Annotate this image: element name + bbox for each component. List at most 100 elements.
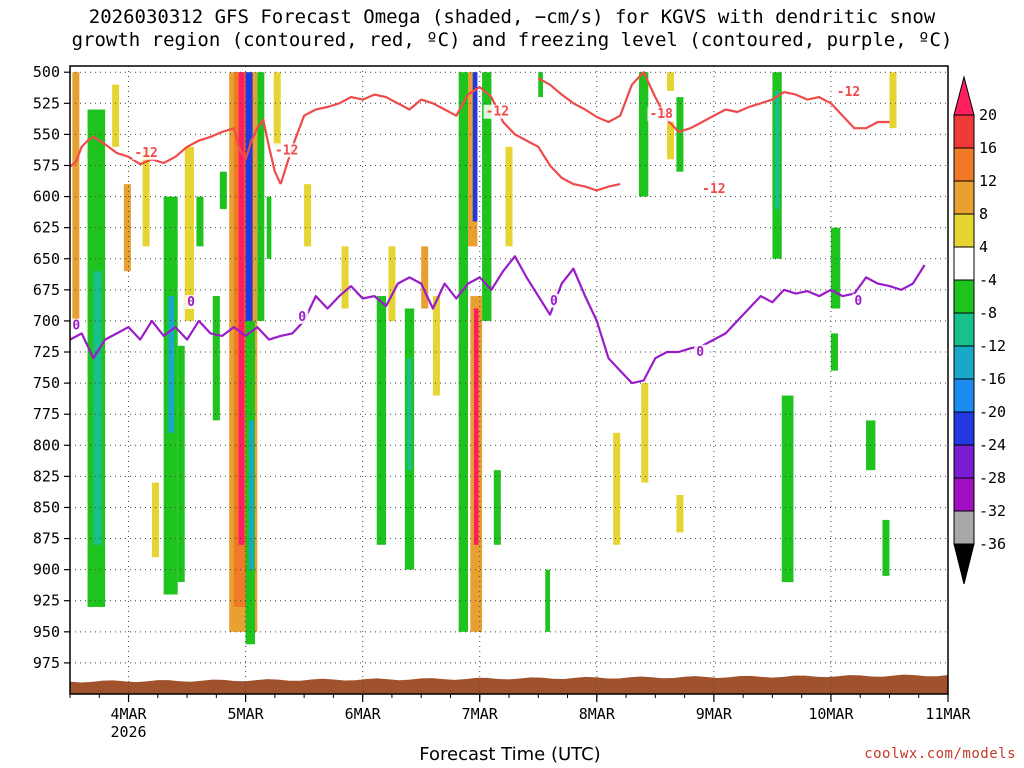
omega-cell (458, 72, 469, 632)
contour-line (537, 71, 890, 133)
colorbar-swatch (953, 147, 975, 182)
colorbar-label: -36 (979, 535, 1006, 553)
contour-label: 0 (187, 295, 195, 310)
colorbar-swatch (953, 444, 975, 479)
omega-cell (238, 72, 245, 545)
colorbar-swatch (953, 246, 975, 281)
x-tick-label: 11MAR (925, 705, 971, 723)
colorbar-swatch (953, 477, 975, 512)
colorbar-label: -32 (979, 502, 1006, 520)
x-axis-label: Forecast Time (UTC) (419, 744, 601, 765)
x-tick-label: 9MAR (696, 705, 733, 723)
omega-cell (781, 395, 794, 583)
colorbar-label: 8 (979, 205, 988, 223)
omega-cell (545, 569, 550, 632)
colorbar-label: -24 (979, 436, 1006, 454)
omega-cell (177, 345, 185, 583)
omega-cell (219, 171, 227, 210)
omega-cell (432, 296, 440, 396)
contour-lines (69, 71, 926, 385)
plot-frame (69, 65, 949, 695)
omega-cell (538, 72, 543, 98)
colorbar-swatch (953, 180, 975, 215)
contour-label: -12 (486, 105, 509, 120)
omega-cell (638, 72, 649, 197)
chart-title: 2026030312 GFS Forecast Omega (shaded, −… (0, 6, 1024, 52)
y-tick-label: 675 (33, 281, 60, 299)
y-tick-label: 550 (33, 125, 60, 143)
colorbar-label: -8 (979, 304, 997, 322)
colorbar-swatch (953, 279, 975, 314)
y-tick-label: 700 (33, 312, 60, 330)
contour-label: -12 (275, 143, 298, 158)
omega-cell (142, 146, 150, 247)
omega-cell (493, 470, 501, 545)
omega-cell (889, 72, 897, 129)
contour-label-bg (694, 344, 707, 359)
contour-label: -12 (134, 146, 157, 161)
y-tick-label: 925 (33, 592, 60, 610)
omega-cell (676, 97, 684, 172)
x-tick-label: 7MAR (462, 705, 499, 723)
omega-cell (641, 383, 649, 483)
omega-cell (123, 184, 131, 272)
colorbar-swatch (953, 510, 975, 545)
contour-label: 0 (72, 319, 80, 334)
y-tick-label: 950 (33, 623, 60, 641)
omega-cell (830, 227, 841, 309)
colorbar-label: 20 (979, 106, 997, 124)
contour-label: -12 (837, 85, 860, 100)
colorbar-swatch (953, 114, 975, 149)
colorbar-label: -12 (979, 337, 1006, 355)
colorbar: 20 16 12 8 4 -4 -8 -12 -16 -20 -24 -28 -32 -36 (953, 75, 1006, 585)
contour-label-bg (700, 181, 729, 196)
y-tick-label: 725 (33, 343, 60, 361)
omega-cell (304, 184, 312, 247)
y-tick-label: 750 (33, 374, 60, 392)
y-tick-label: 850 (33, 498, 60, 516)
colorbar-swatch (953, 378, 975, 413)
axes: 500 525 550 575 600 625 650 675 700 725 750 775 800 8… (33, 63, 972, 741)
x-tick-label: 8MAR (579, 705, 616, 723)
contour-label-bg (852, 293, 865, 308)
omega-cell (184, 146, 195, 321)
x-tick-label: 5MAR (228, 705, 265, 723)
x-tick-label: 4MAR (110, 705, 147, 723)
omega-cell (472, 72, 478, 222)
colorbar-label: 12 (979, 172, 997, 190)
omega-cell (667, 121, 675, 160)
contour-line (69, 255, 926, 385)
omega-shading (72, 72, 897, 645)
contour-labels: -12 -12 -12 -18 -12 -12 0 0 0 0 0 0 (70, 84, 865, 360)
y-tick-label: 625 (33, 219, 60, 237)
y-tick-label: 825 (33, 467, 60, 485)
colorbar-swatch (953, 411, 975, 446)
omega-cell (505, 146, 513, 247)
omega-cell (667, 72, 675, 91)
contour-line (279, 86, 621, 192)
contour-label-bg (647, 107, 676, 122)
omega-cell (273, 72, 281, 147)
omega-cell (774, 90, 780, 210)
colorbar-label: -20 (979, 403, 1006, 421)
colorbar-swatch (953, 312, 975, 347)
x-tick-label: 6MAR (345, 705, 382, 723)
omega-cell (249, 420, 254, 570)
omega-cell (882, 519, 890, 576)
contour-label-bg (296, 309, 309, 324)
omega-cell (341, 246, 349, 309)
colorbar-swatch (953, 345, 975, 380)
x-tick-sublabel: 2026 (110, 723, 146, 741)
y-tick-label: 775 (33, 405, 60, 423)
omega-cell (388, 246, 396, 321)
omega-cell (421, 246, 429, 309)
contour-label: -18 (649, 107, 673, 122)
contour-label: 0 (696, 345, 704, 360)
omega-cell (830, 333, 838, 371)
contour-label-bg (834, 84, 863, 99)
colorbar-label: 16 (979, 139, 997, 157)
omega-cell (473, 308, 479, 545)
omega-cell (407, 358, 412, 471)
contour-label-bg (70, 318, 83, 333)
omega-cell (112, 84, 120, 147)
